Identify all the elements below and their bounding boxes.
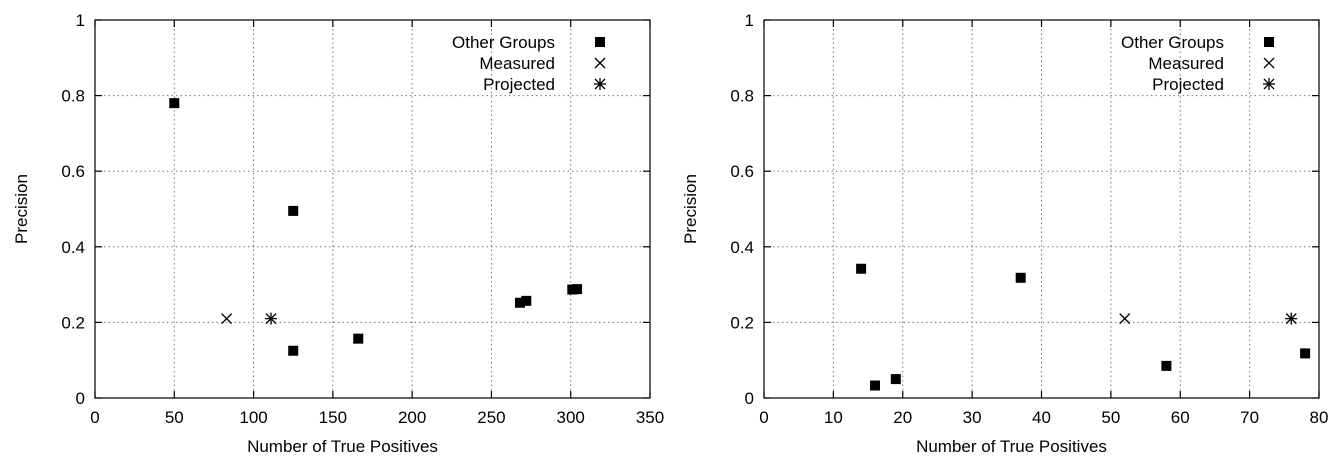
right-y-tick-label: 0.4 [730, 238, 754, 257]
right-legend-projected-marker [1263, 78, 1275, 90]
right-x-axis-label: Number of True Positives [916, 437, 1107, 456]
left-y-tick-label: 0.8 [61, 87, 85, 106]
left-y-axis-label: Precision [12, 174, 31, 244]
left-y-tick-label: 0.2 [61, 313, 85, 332]
precision-chart-right: 0 10 20 30 40 50 60 70 80 0 0.2 0.4 0.6 0.8 1 Number of… [669, 0, 1338, 467]
left-other-groups-point [521, 295, 532, 306]
left-y-tick-label: 0.6 [61, 162, 85, 181]
left-other-groups-point [169, 98, 180, 109]
right-legend-other-groups-marker [1264, 37, 1274, 47]
right-projected-point [1285, 312, 1298, 325]
left-other-groups-point [514, 297, 525, 308]
precision-chart-right-svg: 0 10 20 30 40 50 60 70 80 0 0.2 0.4 0.6 0.8 1 Number of… [681, 11, 1329, 456]
left-x-axis-label: Number of True Positives [247, 437, 438, 456]
left-x-tick-label: 250 [477, 408, 505, 427]
left-y-tick-label: 0 [76, 389, 85, 408]
left-projected-point [265, 312, 278, 325]
left-other-groups-point [353, 333, 364, 344]
right-other-groups-point [1300, 348, 1311, 359]
left-other-groups-point [572, 284, 583, 295]
left-other-groups-point [288, 345, 299, 356]
left-legend-projected-marker [594, 78, 606, 90]
right-x-tick-label: 80 [1310, 408, 1329, 427]
right-x-tick-label: 60 [1171, 408, 1190, 427]
right-other-groups-point [890, 374, 901, 385]
precision-chart-left-svg: 0 50 100 150 200 250 300 350 0 0.2 0.4 0.6 0.8 1 Numbe… [12, 11, 664, 456]
right-other-groups-point [856, 263, 867, 274]
left-x-tick-label: 50 [165, 408, 184, 427]
right-legend-projected-label: Projected [1152, 75, 1224, 94]
right-y-tick-label: 0.6 [730, 162, 754, 181]
left-legend-other-groups-label: Other Groups [452, 33, 555, 52]
left-legend-projected-label: Projected [483, 75, 555, 94]
right-y-tick-label: 1 [745, 11, 754, 30]
right-y-tick-label: 0.8 [730, 87, 754, 106]
left-plot-frame [94, 19, 651, 399]
right-other-groups-point [870, 380, 880, 391]
left-y-tick-label: 1 [76, 11, 85, 30]
left-x-tick-label: 150 [319, 408, 347, 427]
right-other-groups-point [1161, 360, 1172, 371]
precision-chart-left: 0 50 100 150 200 250 300 350 0 0.2 0.4 0.6 0.8 1 Numbe… [12, 11, 664, 456]
right-other-groups-point [1015, 272, 1026, 283]
left-x-tick-label: 350 [636, 408, 664, 427]
right-x-tick-label: 40 [1032, 408, 1051, 427]
left-y-tick-label: 0.4 [61, 238, 85, 257]
left-legend-other-groups-marker [595, 37, 605, 47]
right-measured-point [1119, 313, 1131, 325]
right-x-tick-label: 30 [963, 408, 982, 427]
right-x-tick-label: 20 [893, 408, 912, 427]
right-y-tick-label: 0.2 [730, 313, 754, 332]
left-other-groups-point [288, 205, 299, 216]
right-x-tick-label: 0 [759, 408, 768, 427]
left-measured-point [221, 313, 233, 325]
left-x-tick-label: 300 [557, 408, 585, 427]
right-legend-measured-marker [1263, 57, 1275, 69]
right-x-tick-label: 50 [1101, 408, 1120, 427]
left-x-tick-label: 100 [239, 408, 267, 427]
left-legend-measured-marker [594, 57, 606, 69]
right-x-tick-label: 10 [824, 408, 843, 427]
right-legend-measured-label: Measured [1148, 54, 1224, 73]
right-y-tick-label: 0 [745, 389, 754, 408]
left-x-tick-label: 200 [398, 408, 426, 427]
right-y-axis-label: Precision [681, 174, 700, 244]
right-legend-other-groups-label: Other Groups [1121, 33, 1224, 52]
right-x-tick-label: 70 [1240, 408, 1259, 427]
left-x-tick-label: 0 [90, 408, 99, 427]
left-legend-measured-label: Measured [479, 54, 555, 73]
